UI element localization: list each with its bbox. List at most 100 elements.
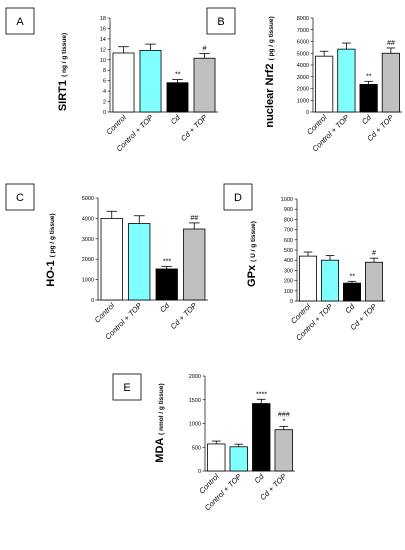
bar-control-top (139, 49, 162, 113)
bar-control (299, 255, 317, 302)
significance-label: *** (163, 258, 171, 265)
y-axis-unit: ( pg / g tissue) (49, 213, 56, 257)
significance-label: ** (175, 72, 181, 79)
y-tick-label: 500 (192, 445, 201, 451)
bar-control-top (337, 48, 356, 113)
chart-panel-a: A 0 2 4 6 8 10 12 14 16 18 SIRT1 ( ng / g tissue) Co… (5, 7, 218, 153)
y-axis-unit: ( pg / g tissue) (268, 16, 275, 60)
y-axis-unit: ( nmol / g tissue) (158, 383, 165, 435)
significance-label: ## (387, 40, 395, 47)
x-tick-label: Cd + TOP (179, 113, 209, 143)
y-tick-label: 4 (103, 89, 106, 95)
panel-letter-box (5, 7, 35, 35)
bar-cd (343, 282, 361, 302)
y-tick-label: 3000 (297, 75, 309, 81)
y-tick-label: 200 (284, 279, 293, 285)
significance-label: * (282, 418, 285, 425)
y-tick-label: 2000 (189, 374, 201, 380)
y-tick-label: 2000 (297, 87, 309, 93)
bar-control-top (128, 223, 151, 301)
y-tick-label: 0 (306, 110, 309, 116)
y-tick-label: 600 (284, 238, 293, 244)
y-axis-title: MDA ( nmol / g tissue) (154, 383, 166, 462)
y-tick-label: 1000 (281, 197, 293, 203)
y-tick-label: 8 (103, 68, 106, 74)
x-tick-label: Cd (169, 112, 183, 126)
y-tick-label: 1000 (82, 278, 94, 284)
y-tick-label: 1500 (189, 398, 201, 404)
panel-letter-box (206, 7, 236, 35)
y-tick-label: 100 (284, 289, 293, 295)
x-tick-label: Control (104, 113, 128, 137)
bar-cd-top (365, 261, 383, 302)
bar-control (315, 55, 334, 113)
panel-letter: C (16, 192, 24, 204)
significance-label: ** (366, 73, 372, 80)
bar-control-top (229, 446, 248, 472)
y-tick-label: 16 (100, 26, 106, 32)
x-tick-label: Cd (253, 471, 267, 485)
y-axis-unit: ( U / g tissue) (250, 221, 257, 262)
x-tick-label: Control (93, 301, 117, 325)
y-tick-label: 12 (100, 47, 106, 53)
panel-letter: A (16, 16, 24, 28)
y-tick-label: 4000 (297, 63, 309, 69)
y-tick-label: 500 (284, 248, 293, 254)
bar-control (207, 443, 226, 472)
chart-panel-b: B 0 1000 2000 3000 4000 5000 6000 7000 8000 nuclea… (206, 7, 402, 153)
y-tick-label: 6 (103, 79, 106, 85)
y-tick-label: 0 (103, 110, 106, 116)
bar-cd-top (183, 228, 206, 301)
y-tick-label: 18 (100, 16, 106, 22)
panel-letter-box (5, 183, 35, 211)
y-axis-label: nuclear Nrf2 (264, 60, 276, 127)
y-tick-label: 3000 (82, 237, 94, 243)
bar-cd-top (193, 57, 216, 113)
y-tick-label: 400 (284, 258, 293, 264)
significance-label: # (372, 250, 376, 257)
bar-cd-top (274, 429, 293, 472)
bar-control (100, 217, 123, 301)
y-tick-label: 800 (284, 217, 293, 223)
significance-label: # (203, 46, 207, 53)
x-tick-label: Cd (360, 112, 374, 126)
bar-cd (166, 82, 189, 113)
y-axis-label: GPx (246, 262, 258, 287)
y-tick-label: 2 (103, 100, 106, 106)
x-tick-label: Cd + TOP (169, 301, 199, 331)
y-tick-label: 10 (100, 58, 106, 64)
y-tick-label: 0 (91, 298, 94, 304)
y-tick-label: 8000 (297, 16, 309, 22)
y-tick-label: 0 (198, 469, 201, 475)
y-axis-title: GPx ( U / g tissue) (246, 221, 258, 287)
panel-letter-box (223, 183, 253, 211)
significance-label: ### (278, 411, 290, 418)
bar-cd (252, 403, 271, 472)
significance-label: ## (190, 215, 198, 222)
y-tick-label: 14 (100, 37, 106, 43)
y-axis-label: MDA (154, 435, 166, 463)
y-tick-label: 5000 (82, 196, 94, 202)
y-axis-unit: ( ng / g tissue) (61, 33, 68, 77)
y-tick-label: 5000 (297, 51, 309, 57)
y-tick-label: 900 (284, 207, 293, 213)
y-tick-label: 1000 (189, 422, 201, 428)
chart-panel-e: E 0 500 1000 1500 2000 MDA ( nmol / g tissue) C… (112, 373, 295, 512)
y-tick-label: 0 (290, 299, 293, 305)
y-tick-label: 700 (284, 228, 293, 234)
bar-cd-top (381, 52, 400, 113)
bar-cd (359, 83, 378, 113)
y-axis-title: HO-1 ( pg / g tissue) (45, 213, 57, 286)
y-tick-label: 300 (284, 268, 293, 274)
y-axis-title: nuclear Nrf2 ( pg / g tissue) (264, 16, 276, 127)
y-tick-label: 4000 (82, 216, 94, 222)
significance-label: ** (349, 273, 355, 280)
panel-letter-box (112, 373, 142, 401)
y-axis-label: SIRT1 (57, 77, 69, 111)
panel-letter: B (217, 16, 224, 28)
y-tick-label: 6000 (297, 40, 309, 46)
panel-letter: D (234, 192, 242, 204)
y-tick-label: 1000 (297, 98, 309, 104)
chart-panel-d: D 0 100 200 300 400 500 600 700 800 900 1000 GPx ( U… (223, 183, 385, 342)
